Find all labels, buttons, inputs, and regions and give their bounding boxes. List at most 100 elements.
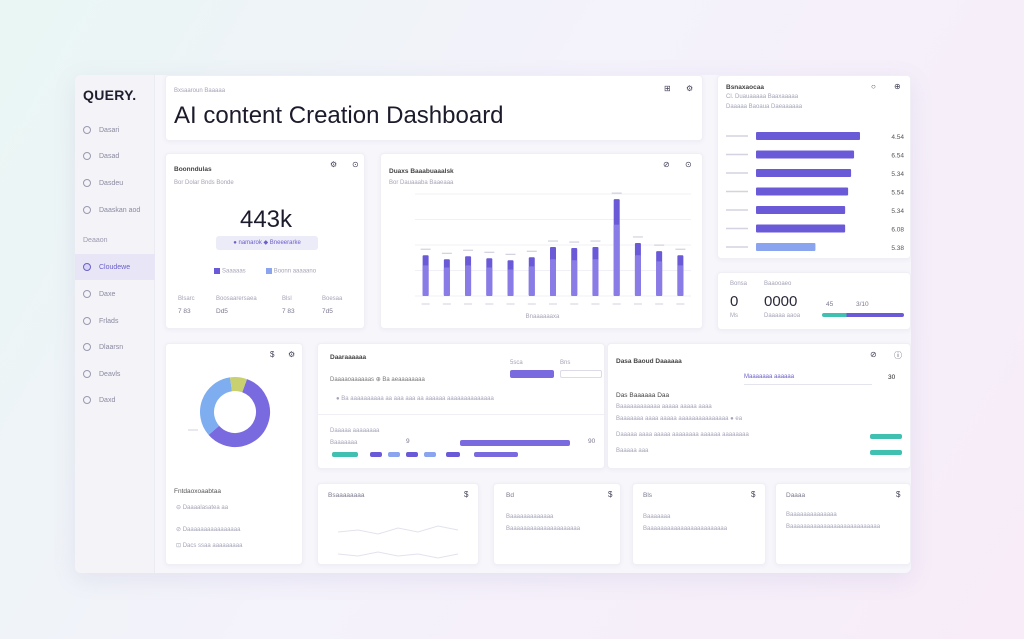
sidebar-item-1[interactable]: Dasad	[75, 143, 155, 169]
kpi-sub2: Daaaaa aaoa	[764, 313, 801, 319]
bottom-card-title: Bsaaaaaaaa	[328, 492, 365, 499]
grid-icon[interactable]: ⊞	[664, 84, 671, 93]
sidebar-item-6[interactable]: Frlads	[75, 308, 155, 334]
sidebar-item-0[interactable]: Dasari	[75, 117, 155, 143]
chart-icon[interactable]: ⊘	[663, 160, 670, 169]
table-tag-teal	[332, 452, 358, 457]
dashboard-window: QUERY. Dasari Dasad Dasdeu Daaskan aod D…	[75, 75, 911, 573]
table-title: Daaraaaaaa	[330, 354, 367, 361]
cloud-icon	[83, 263, 91, 271]
stat-col-h2: Blsl	[282, 296, 292, 302]
sidebar-item-3[interactable]: Daaskan aod	[75, 197, 155, 223]
dollar-icon[interactable]: $	[896, 490, 901, 499]
more-icon[interactable]: ⊙	[685, 160, 692, 169]
table-pill[interactable]	[560, 370, 602, 378]
settings-icon[interactable]: ⚙	[686, 84, 694, 93]
home-icon	[83, 126, 91, 134]
hbar	[756, 132, 860, 140]
clock-icon	[83, 370, 91, 378]
bottom-card-title: Daaaa	[786, 492, 806, 499]
hbar-value-label: 5.54	[891, 190, 904, 197]
kpi-label2: Baaooaeo	[764, 281, 792, 287]
legend-item: Boonn aaaaano	[265, 268, 316, 275]
sidebar-section-label: Deaaon	[83, 237, 108, 244]
bottom-card-title: Bd	[506, 492, 514, 499]
stat-title: Boonndulas	[174, 166, 212, 173]
bottom-card-line2: Baaaaaaaaaaaaaaaaaaaaaaaa	[643, 526, 728, 532]
hbar	[756, 206, 846, 214]
stat-legend: Saaaaas Boonn aaaaano	[214, 268, 316, 275]
table-tag-seg	[370, 452, 382, 457]
dollar-icon[interactable]: $	[270, 350, 275, 359]
bar-chart-card: Duaxs Baaabuaaalsk Bor Dauaaaba Baaeaaa …	[380, 153, 703, 329]
hbar	[756, 187, 849, 196]
bottom-card-title: Bls	[643, 492, 653, 499]
search-icon[interactable]: ○	[871, 82, 876, 91]
dollar-icon[interactable]: $	[608, 490, 613, 499]
hbar-value-label: 6.08	[891, 227, 904, 234]
table-tag2: Bns	[560, 360, 571, 366]
kpi-sub1: Ms	[730, 313, 738, 319]
stat-col-v0: 7 83	[178, 308, 191, 315]
list-tag-teal	[870, 434, 902, 439]
stat-card: Boonndulas Bor Dolar Bnds Bonde ⚙ ⊙ 443k…	[165, 153, 365, 329]
sidebar: QUERY. Dasari Dasad Dasdeu Daaskan aod D…	[75, 75, 155, 573]
kpi-label1: Bonsa	[730, 281, 748, 287]
table-row-3: Daaaaa aaaaaaaa	[330, 428, 380, 434]
hbar-value-label: 5.34	[891, 208, 904, 215]
sidebar-item-active[interactable]: Cloudewe	[75, 254, 155, 280]
kpi-mini1: 45	[826, 301, 834, 308]
stat-col-v1: Dd5	[216, 308, 228, 315]
more-icon[interactable]: ⊙	[352, 160, 359, 169]
bar-chart-xlabel: Bnaaaaaaxa	[525, 314, 560, 320]
bar-chart-title: Duaxs Baaabuaaalsk	[389, 168, 454, 175]
hbar-value-label: 6.54	[891, 153, 904, 160]
bar-chart-subtitle: Bor Dauaaaba Baaeaaa	[389, 180, 454, 186]
donut-row-2: ⊡ Dacs ssaa aaaaaaaaa	[176, 543, 243, 549]
stat-value: 443k	[239, 206, 293, 233]
hbar-value-label: 5.34	[891, 171, 904, 178]
stat-col-v3: 7d5	[322, 308, 333, 315]
table-row-2: ● Ba aaaaaaaaaa aa aaa aaa aa aaaaaa aaa…	[336, 396, 494, 402]
table-tag-seg	[424, 452, 436, 457]
sidebar-item-5[interactable]: Daxe	[75, 281, 155, 307]
chart-icon[interactable]: ⊘	[870, 350, 877, 359]
folder-icon	[83, 317, 91, 325]
table-tag-seg	[446, 452, 460, 457]
table-row-1: Daaaaoaaaaaas ⊕ Ba aeaaaaaaaa	[330, 377, 425, 383]
bar-overlay	[571, 260, 578, 296]
list-title: Dasa Baoud Daaaaaa	[616, 358, 682, 365]
sidebar-item-7[interactable]: Dlaarsn	[75, 334, 155, 360]
info-icon[interactable]: ⓘ	[894, 351, 902, 360]
list-row-1: Baaaaaaa aaaa aaaaa aaaaaaaaaaaaaaa ● ea	[616, 416, 743, 422]
more-icon[interactable]: ⊕	[894, 82, 901, 91]
table-pill-active[interactable]	[510, 370, 554, 378]
settings-icon[interactable]: ⚙	[288, 350, 296, 359]
doc-icon	[83, 179, 91, 187]
table-num1: 9	[406, 438, 410, 445]
kpi-progress-bar	[822, 313, 904, 317]
legend-swatch-icon	[214, 268, 220, 274]
bar-overlay	[550, 259, 556, 296]
stat-col-h3: Boesaa	[322, 296, 343, 302]
chart-icon	[83, 152, 91, 160]
page-title: AI content Creation Dashboard	[174, 102, 504, 129]
dollar-icon[interactable]: $	[751, 490, 756, 499]
legend-swatch-icon	[265, 268, 272, 274]
dollar-icon[interactable]: $	[464, 490, 469, 499]
bar-overlay	[528, 266, 535, 296]
sidebar-item-2[interactable]: Dasdeu	[75, 170, 155, 196]
bar-overlay	[592, 259, 599, 296]
bottom-card-2: Bls $ Baaaaaaa Baaaaaaaaaaaaaaaaaaaaaaaa	[632, 483, 766, 565]
kpi-value2: 0000	[764, 293, 798, 310]
sidebar-item-9[interactable]: Daxd	[75, 387, 155, 413]
bottom-card-0: Bsaaaaaaaa $	[317, 483, 479, 565]
sidebar-item-8[interactable]: Deavls	[75, 361, 155, 387]
donut-slice	[200, 377, 270, 447]
hbar-subtitle2: Daaaaa Baoaua Daeaaaaaa	[726, 104, 803, 110]
bar-overlay	[677, 265, 684, 296]
settings-icon[interactable]: ⚙	[330, 160, 338, 169]
bottom-card-line1: Baaaaaaaaaaaaaa	[786, 512, 837, 518]
divider	[318, 414, 606, 415]
list-row-0: Baaaaaaaaaaaa aaaaa aaaaa aaaa	[616, 404, 712, 410]
